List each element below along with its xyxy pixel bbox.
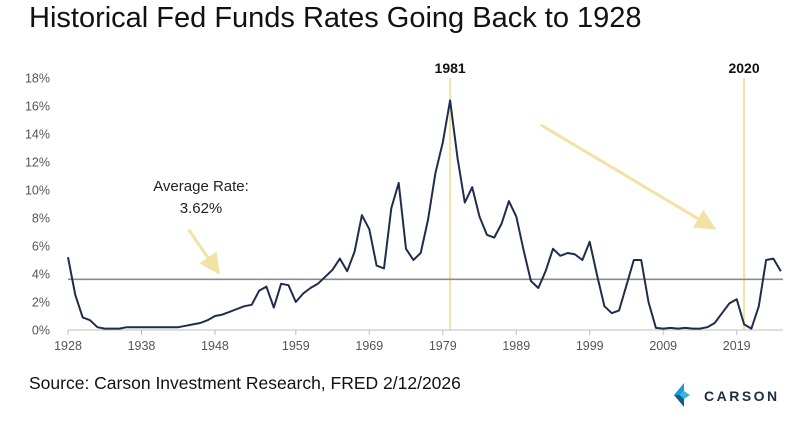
- y-tick-label: 12%: [25, 156, 50, 170]
- reference-line-label-2020: 2020: [728, 60, 759, 76]
- y-tick-label: 6%: [32, 240, 50, 254]
- y-axis-ticks: 0% 2% 4% 6% 8% 10% 12% 14% 16% 18%: [25, 72, 50, 338]
- y-tick-label: 14%: [25, 128, 50, 142]
- x-tick-label: 1928: [54, 339, 82, 353]
- annotation-arrow: [540, 124, 717, 230]
- y-tick-label: 16%: [25, 100, 50, 114]
- line-chart: 0%2%4%6%8%10%12%14%16%18% 1928 1938 1948 19…: [25, 60, 783, 353]
- annotation-arrows: [187, 124, 717, 275]
- x-tick-label: 1938: [128, 339, 156, 353]
- series-layer: [67, 99, 782, 330]
- source-note: Source: Carson Investment Research, FRED…: [29, 373, 461, 393]
- annotation-average-rate-line-2: 3.62%: [180, 200, 223, 217]
- x-tick-label: 2009: [649, 339, 677, 353]
- y-tick-label: 2%: [32, 296, 50, 310]
- chart-title: Historical Fed Funds Rates Going Back to…: [29, 2, 642, 34]
- x-tick-label: 2019: [723, 339, 751, 353]
- y-tick-label: 10%: [25, 184, 50, 198]
- reference-line-label-1981: 1981: [435, 60, 466, 76]
- y-tick-label: 18%: [25, 72, 50, 86]
- y-tick-label: 0%: [32, 324, 50, 338]
- carson-logo-mark-icon: [674, 383, 690, 407]
- carson-logo: CARSON: [672, 381, 802, 411]
- y-tick-label: 8%: [32, 212, 50, 226]
- annotation-average-rate-line-1: Average Rate:: [153, 178, 249, 195]
- reference-line-labels: 1981 2020: [435, 60, 760, 76]
- y-tick-label: 4%: [32, 268, 50, 282]
- series-line: [67, 99, 782, 330]
- x-tick-label: 1969: [355, 339, 383, 353]
- x-tick-label: 1999: [576, 339, 604, 353]
- x-tick-label: 1989: [502, 339, 530, 353]
- x-tick-label: 1979: [429, 339, 457, 353]
- x-axis-ticks: 1928 1938 1948 1959 1969 1979 1989 1999 2009 2019: [54, 330, 751, 353]
- carson-logo-text: CARSON: [704, 388, 780, 404]
- x-tick-label: 1959: [282, 339, 310, 353]
- x-tick-label: 1948: [201, 339, 229, 353]
- annotation-arrow: [187, 229, 220, 275]
- annotations: Average Rate: 3.62%: [153, 178, 249, 217]
- reference-vertical-lines: [449, 78, 746, 330]
